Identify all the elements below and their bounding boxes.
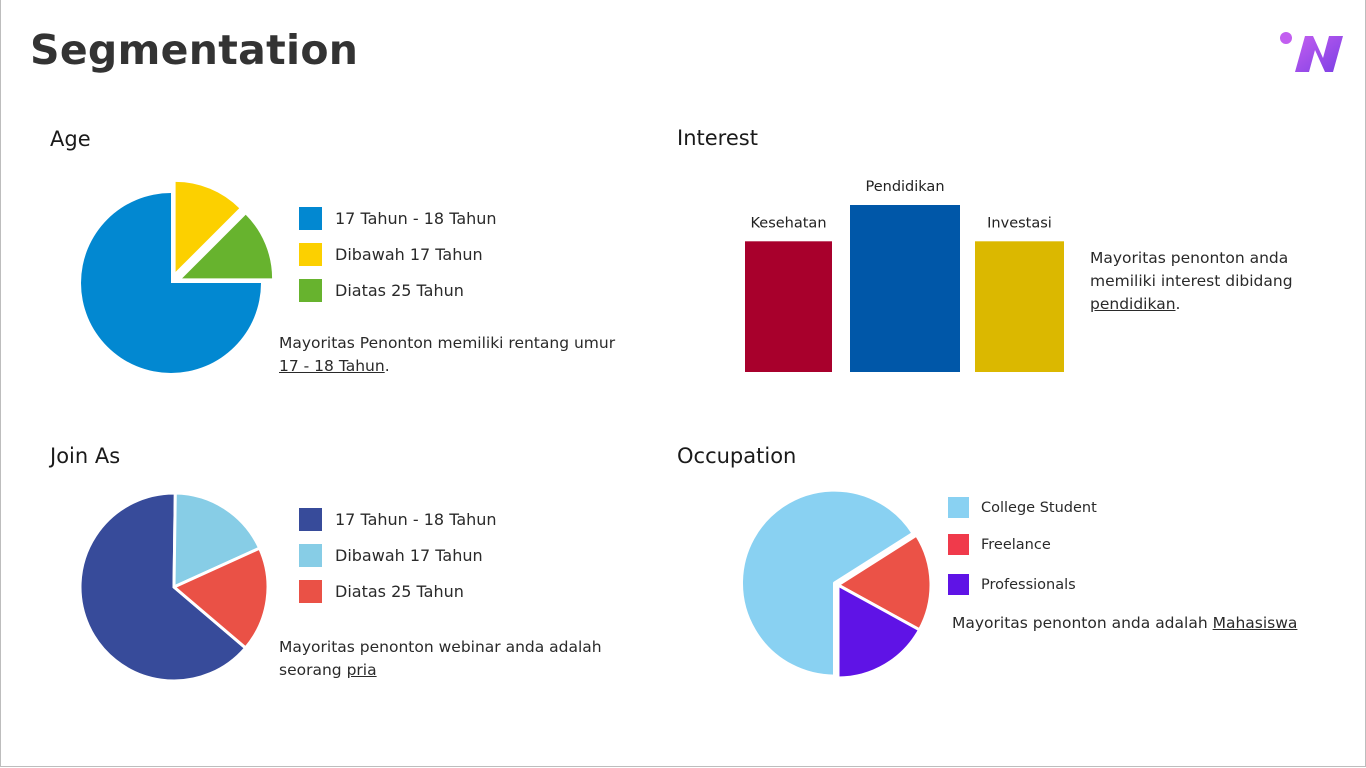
interest-section-title: Interest [677, 126, 758, 150]
age-section-title: Age [50, 127, 91, 151]
interest-caption-text: Mayoritas penonton anda memiliki interes… [1090, 249, 1293, 290]
join-as-legend-swatch [299, 508, 322, 531]
age-legend-label: Dibawah 17 Tahun [335, 245, 483, 264]
occupation-caption: Mayoritas penonton anda adalah Mahasiswa [952, 612, 1352, 635]
occupation-legend-label: College Student [981, 499, 1097, 516]
age-caption-end: . [384, 357, 390, 375]
age-legend-item: 17 Tahun - 18 Tahun [299, 207, 497, 230]
join-as-pie-chart [78, 491, 270, 683]
age-pie-slice [175, 181, 240, 272]
interest-bar [850, 205, 960, 372]
join_as-pie-slice [78, 491, 248, 683]
age-legend-label: Diatas 25 Tahun [335, 281, 464, 300]
join_as-pie-slice [172, 546, 270, 650]
join-as-legend-swatch [299, 544, 322, 567]
occupation-caption-highlight: Mahasiswa [1212, 614, 1298, 632]
occupation-legend-swatch [948, 574, 969, 595]
occupation-section-title: Occupation [677, 444, 797, 468]
occupation-legend-item: Professionals [948, 574, 1076, 595]
join-as-legend-item: Dibawah 17 Tahun [299, 544, 483, 567]
join-as-caption-text: Mayoritas penonton webinar anda adalah s… [279, 638, 602, 679]
interest-bar [975, 241, 1064, 372]
interest-bar-label: Investasi [987, 215, 1052, 231]
occupation-pie-chart [740, 488, 933, 680]
age-legend-swatch [299, 279, 322, 302]
occupation-legend-item: College Student [948, 497, 1097, 518]
age-caption-highlight: 17 - 18 Tahun [279, 357, 385, 375]
occupation-legend-swatch [948, 534, 969, 555]
interest-bar [745, 241, 832, 372]
join-as-legend-label: Diatas 25 Tahun [335, 582, 464, 601]
age-pie-slice [81, 193, 261, 373]
interest-bar-label: Kesehatan [750, 215, 826, 231]
occupation-pie-slice [836, 533, 933, 632]
occupation-pie-slice [740, 488, 915, 678]
occupation-legend-label: Freelance [981, 536, 1051, 553]
age-caption: Mayoritas Penonton memiliki rentang umur… [279, 332, 659, 378]
occupation-legend-item: Freelance [948, 534, 1051, 555]
interest-bar-chart: Kesehatan Pendidikan Investasi [745, 179, 1064, 372]
occupation-pie-slice [836, 583, 921, 680]
occupation-legend-swatch [948, 497, 969, 518]
join-as-legend-swatch [299, 580, 322, 603]
n-brand-logo-icon [1280, 32, 1343, 72]
age-pie-slice [182, 214, 273, 279]
join-as-legend-item: 17 Tahun - 18 Tahun [299, 508, 497, 531]
interest-caption-end: . [1175, 295, 1181, 313]
age-legend-swatch [299, 207, 322, 230]
join-as-legend-label: 17 Tahun - 18 Tahun [335, 510, 497, 529]
join-as-section-title: Join As [50, 444, 121, 468]
age-legend-item: Dibawah 17 Tahun [299, 243, 483, 266]
occupation-caption-text: Mayoritas penonton anda adalah [952, 614, 1208, 632]
occupation-legend-label: Professionals [981, 576, 1076, 593]
join_as-pie-slice [172, 491, 262, 589]
join-as-legend-item: Diatas 25 Tahun [299, 580, 464, 603]
page-title: Segmentation [30, 26, 359, 74]
join-as-caption-highlight: pria [346, 661, 377, 679]
join-as-legend-label: Dibawah 17 Tahun [335, 546, 483, 565]
join-as-caption: Mayoritas penonton webinar anda adalah s… [279, 636, 639, 682]
interest-bar-label: Pendidikan [865, 179, 944, 195]
age-pie-chart [81, 181, 273, 373]
age-caption-text: Mayoritas Penonton memiliki rentang umur [279, 334, 616, 352]
age-legend-label: 17 Tahun - 18 Tahun [335, 209, 497, 228]
age-legend-swatch [299, 243, 322, 266]
interest-caption-highlight: pendidikan [1090, 295, 1176, 313]
age-legend-item: Diatas 25 Tahun [299, 279, 464, 302]
interest-caption: Mayoritas penonton anda memiliki interes… [1090, 247, 1320, 316]
